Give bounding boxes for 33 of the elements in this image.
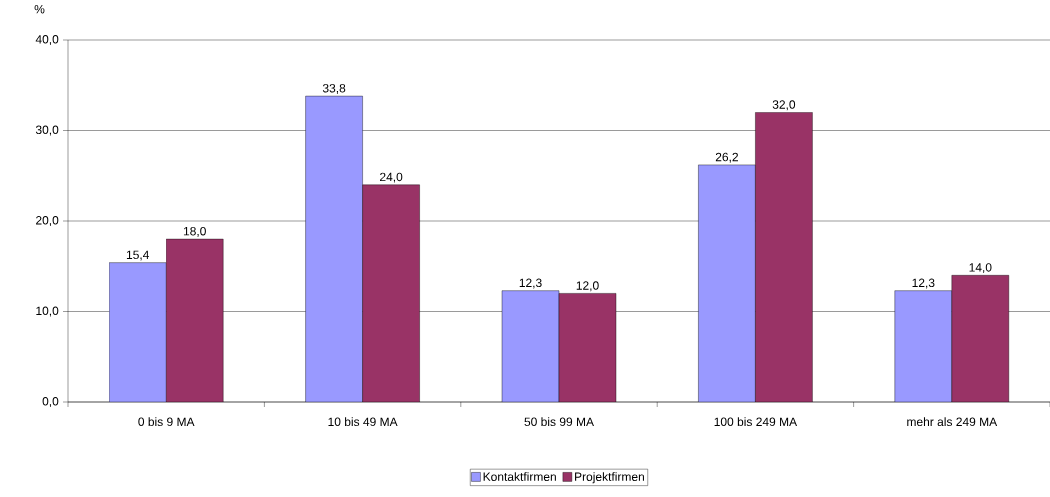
data-label: 26,2 bbox=[715, 152, 738, 163]
bar bbox=[166, 238, 224, 402]
y-tick-label: 0,0 bbox=[42, 397, 59, 407]
x-tick-label: 10 bis 49 MA bbox=[328, 417, 398, 427]
y-tick-label: 40,0 bbox=[35, 35, 59, 45]
bar bbox=[362, 184, 420, 402]
legend-label: Kontaktfirmen bbox=[483, 472, 556, 481]
data-label: 18,0 bbox=[183, 226, 206, 237]
data-label: 12,3 bbox=[519, 278, 542, 289]
bar bbox=[951, 275, 1010, 402]
x-tick-label: 0 bis 9 MA bbox=[138, 417, 195, 427]
data-label: 15,4 bbox=[126, 250, 150, 261]
x-tick-label: 100 bis 249 MA bbox=[714, 417, 798, 427]
x-tick-label: mehr als 249 MA bbox=[907, 417, 998, 427]
bar bbox=[305, 95, 363, 402]
data-label: 24,0 bbox=[380, 172, 403, 183]
legend-label: Projektfirmen bbox=[575, 472, 644, 484]
data-label: 12,0 bbox=[576, 281, 599, 292]
x-tick-label: 50 bis 99 MA bbox=[524, 417, 594, 427]
data-label: 33,8 bbox=[322, 84, 346, 94]
y-axis-title: % bbox=[34, 5, 45, 14]
data-label: 32,0 bbox=[772, 100, 796, 111]
y-tick-label: 30,0 bbox=[35, 125, 59, 136]
bar bbox=[109, 262, 167, 402]
data-label: 12,3 bbox=[912, 278, 935, 289]
bar bbox=[755, 112, 813, 402]
y-tick-label: 20,0 bbox=[36, 216, 59, 226]
bar bbox=[698, 164, 756, 402]
bar bbox=[558, 293, 617, 402]
bar bbox=[894, 290, 953, 402]
data-label: 14,0 bbox=[969, 263, 992, 274]
y-tick-label: 10,0 bbox=[36, 306, 59, 317]
bar bbox=[501, 290, 560, 402]
